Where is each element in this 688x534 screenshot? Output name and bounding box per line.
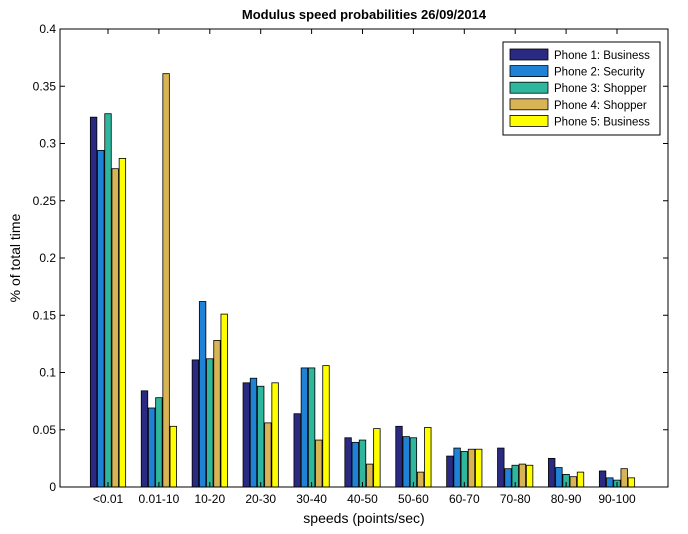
bar-series-2-category-9 xyxy=(504,468,512,488)
y-tick-label: 0.2 xyxy=(39,251,56,265)
y-axis-title: % of total time xyxy=(7,213,23,302)
bar-series-2-category-4 xyxy=(249,377,258,488)
bar-series-1-category-3 xyxy=(191,359,200,488)
bar-series-4-category-5 xyxy=(315,439,323,488)
x-tick-label: 80-90 xyxy=(551,492,582,506)
bar-series-2-category-8 xyxy=(453,447,461,488)
bar-series-4-category-7 xyxy=(416,471,425,488)
bar-series-2-category-10 xyxy=(555,467,563,488)
x-tick-label: 20-30 xyxy=(245,492,276,506)
x-tick-label: 40-50 xyxy=(347,492,378,506)
legend-swatch xyxy=(509,98,549,111)
x-tick-label: 0.01-10 xyxy=(139,492,180,506)
bar-series-4-category-9 xyxy=(518,463,527,488)
bar-series-4-category-8 xyxy=(467,448,476,488)
legend-swatch xyxy=(509,48,549,61)
bar-series-4-category-10 xyxy=(569,476,577,488)
legend-swatch xyxy=(509,65,549,77)
y-tick-label: 0.05 xyxy=(33,423,57,437)
bar-series-5-category-11 xyxy=(627,477,636,488)
legend-swatch xyxy=(509,81,549,94)
bar-series-2-category-7 xyxy=(402,436,410,488)
bar-series-3-category-3 xyxy=(206,358,214,488)
bar-series-5-category-10 xyxy=(576,471,585,488)
bar-series-2-category-5 xyxy=(300,367,309,488)
bar-series-5-category-5 xyxy=(322,365,330,488)
y-tick-label: 0.15 xyxy=(33,308,57,322)
legend: Phone 1: Business Phone 2: Security Phone … xyxy=(502,41,661,136)
bar-series-5-category-4 xyxy=(271,382,279,488)
y-tick-label: 0.3 xyxy=(39,137,56,151)
bar-series-3-category-5 xyxy=(307,367,316,488)
bar-series-5-category-3 xyxy=(220,313,228,488)
bar-series-3-category-8 xyxy=(460,451,468,488)
legend-swatch xyxy=(509,115,549,127)
y-tick-label: 0 xyxy=(49,480,56,494)
x-axis-title: speeds (points/sec) xyxy=(303,510,424,526)
bar-series-1-category-8 xyxy=(446,455,454,488)
y-tick-label: 0.1 xyxy=(39,366,56,380)
x-tick-label: 70-80 xyxy=(500,492,531,506)
x-tick-label: 30-40 xyxy=(296,492,327,506)
legend-label: Phone 5: Business xyxy=(554,116,650,128)
x-tick-label: 60-70 xyxy=(449,492,480,506)
bar-series-1-category-10 xyxy=(548,457,556,488)
bar-series-2-category-1 xyxy=(97,149,105,488)
bar-series-1-category-4 xyxy=(242,382,250,488)
bar-series-4-category-11 xyxy=(620,468,628,488)
bar-series-4-category-1 xyxy=(111,168,119,488)
bar-series-3-category-6 xyxy=(358,439,367,488)
chart-title: Modulus speed probabilities 26/09/2014 xyxy=(242,7,487,22)
bar-series-4-category-4 xyxy=(264,422,272,488)
y-tick-label: 0.4 xyxy=(39,22,56,36)
bar-series-1-category-5 xyxy=(293,413,301,488)
bar-series-2-category-11 xyxy=(606,477,614,488)
bar-series-1-category-1 xyxy=(89,116,98,488)
y-tick-label: 0.25 xyxy=(33,194,57,208)
bar-series-1-category-11 xyxy=(598,470,607,488)
bar-series-3-category-7 xyxy=(409,437,418,488)
bar-series-5-category-6 xyxy=(373,428,381,488)
x-tick-label: 10-20 xyxy=(194,492,225,506)
bar-series-1-category-9 xyxy=(497,447,505,488)
bar-series-3-category-1 xyxy=(104,113,112,488)
legend-label: Phone 3: Shopper xyxy=(554,83,647,95)
y-tick-label: 0.35 xyxy=(33,79,57,93)
bar-series-2-category-6 xyxy=(351,441,359,488)
bar-series-3-category-4 xyxy=(257,385,265,488)
bar-series-5-category-1 xyxy=(118,157,127,488)
bar-series-4-category-2 xyxy=(162,73,170,488)
bar-series-5-category-9 xyxy=(525,464,534,488)
bar-series-2-category-2 xyxy=(148,407,156,488)
bar-series-5-category-2 xyxy=(169,425,177,488)
x-tick-label: <0.01 xyxy=(93,492,124,506)
axes-group: 0 0.05 0.1 0.15 0.2 0.25 0.3 0.35 0.4 <0.01 0.01-1… xyxy=(33,22,668,506)
bar-series-5-category-8 xyxy=(475,448,483,488)
bar-series-5-category-7 xyxy=(424,427,432,488)
x-tick-label: 90-100 xyxy=(598,492,636,506)
bar-series-1-category-6 xyxy=(344,437,352,488)
bar-series-1-category-2 xyxy=(140,390,149,488)
bar-series-4-category-6 xyxy=(366,463,374,488)
bar-series-2-category-3 xyxy=(198,301,207,488)
legend-label: Phone 1: Business xyxy=(554,50,650,62)
bar-series-4-category-3 xyxy=(213,340,221,488)
bar-series-1-category-7 xyxy=(395,425,403,488)
legend-label: Phone 4: Shopper xyxy=(554,100,647,112)
x-tick-label: 50-60 xyxy=(398,492,429,506)
bar-series-3-category-2 xyxy=(155,397,163,488)
legend-label: Phone 2: Security xyxy=(554,67,645,79)
